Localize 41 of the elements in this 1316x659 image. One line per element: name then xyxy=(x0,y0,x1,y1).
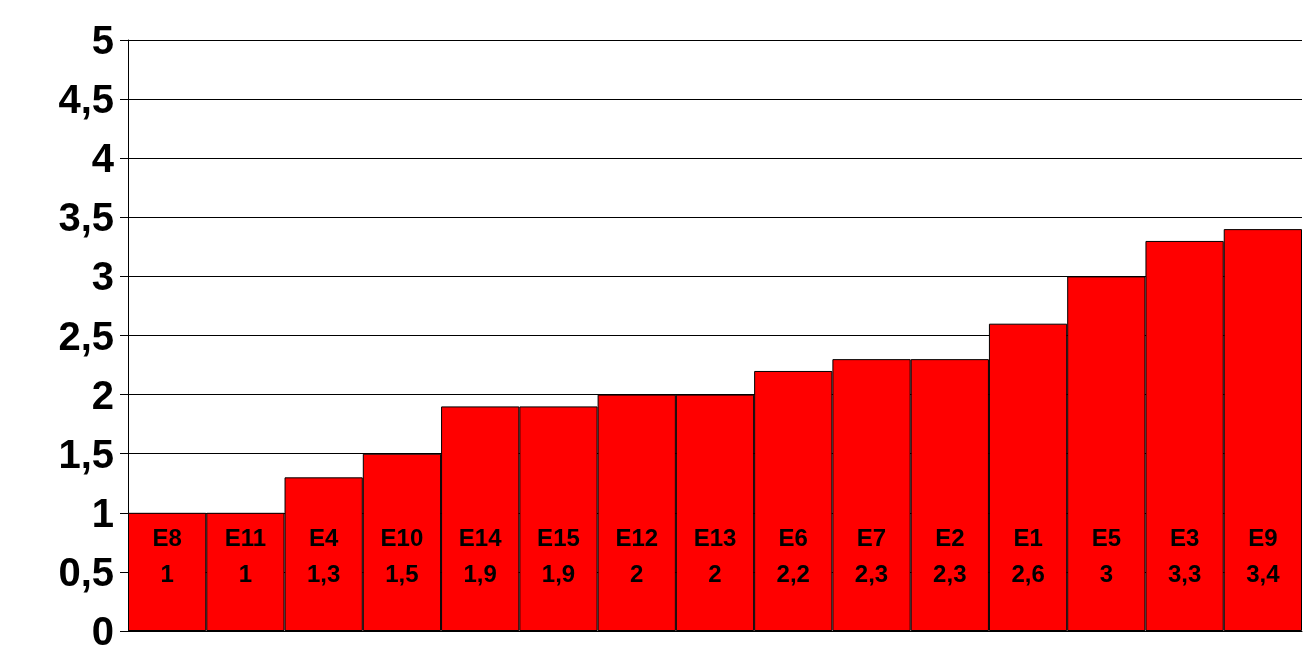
x-tick-label: E7 xyxy=(856,523,887,551)
x-tick-label: E10 xyxy=(380,523,424,551)
y-tick-label: 1,5 xyxy=(58,431,114,476)
y-tick-label: 4 xyxy=(91,136,115,181)
x-tick-label: E4 xyxy=(308,523,339,551)
data-label: 1 xyxy=(160,559,174,587)
data-label: 2,3 xyxy=(854,559,889,587)
x-tick-label: E8 xyxy=(152,523,182,551)
y-tick-label: 2,5 xyxy=(58,313,114,358)
y-tick-label: 2 xyxy=(91,372,114,417)
x-tick-label: E14 xyxy=(458,523,503,551)
data-label: 3 xyxy=(1099,559,1114,587)
y-tick-label: 0 xyxy=(91,609,114,653)
data-label: 1 xyxy=(238,559,253,587)
x-tick-label: E12 xyxy=(615,523,659,551)
x-tick-label: E5 xyxy=(1091,523,1122,551)
data-label: 2 xyxy=(630,559,644,587)
y-tick-label: 1 xyxy=(91,490,114,535)
x-tick-label: E1 xyxy=(1013,523,1043,551)
data-label: 1,9 xyxy=(463,559,497,587)
data-label: 1,3 xyxy=(306,559,341,587)
x-tick-label: E9 xyxy=(1248,523,1278,551)
y-tick-label: 3 xyxy=(91,254,114,299)
data-label: 2,3 xyxy=(933,559,967,587)
x-tick-label: E15 xyxy=(537,523,580,551)
y-tick-label: 5 xyxy=(91,18,114,62)
data-label: 2 xyxy=(708,559,722,587)
y-tick-label: 0,5 xyxy=(58,549,114,594)
data-label: 2,6 xyxy=(1011,559,1045,587)
data-label: 1,9 xyxy=(541,559,576,587)
data-label: 1,5 xyxy=(385,559,419,587)
y-tick-label: 4,5 xyxy=(58,77,114,122)
data-label: 3,4 xyxy=(1246,559,1281,587)
x-tick-label: E2 xyxy=(935,523,965,551)
x-tick-label: E13 xyxy=(693,523,737,551)
x-tick-label: E11 xyxy=(224,523,267,551)
data-label: 3,3 xyxy=(1167,559,1202,587)
data-label: 2,2 xyxy=(776,559,810,587)
x-tick-label: E6 xyxy=(778,523,808,551)
x-tick-label: E3 xyxy=(1169,523,1200,551)
y-tick-label: 3,5 xyxy=(58,195,114,240)
